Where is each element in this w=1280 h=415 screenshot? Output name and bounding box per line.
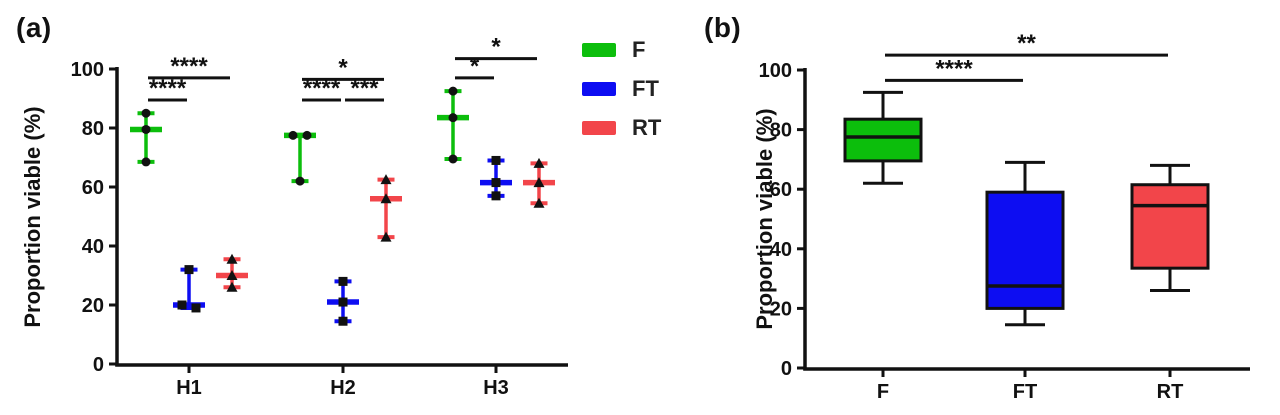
- panel-a-y-tick-label: 40: [82, 236, 104, 258]
- panel-b-category-label: FT: [1013, 381, 1037, 403]
- data-point-FT-H2: [338, 276, 348, 286]
- panel-b-y-tick-label: 60: [770, 179, 792, 201]
- data-point-F-H3: [448, 154, 458, 164]
- data-point-FT-H1: [184, 265, 194, 275]
- legend-item-ft: FT: [582, 76, 661, 101]
- panel-a-y-axis-title: Proportion viable (%): [20, 106, 45, 327]
- legend-item-rt: RT: [582, 115, 662, 140]
- panel-b-label: (b): [704, 12, 742, 43]
- box-RT: [1130, 183, 1210, 270]
- data-point-FT-H3: [491, 155, 501, 165]
- legend-label-rt: RT: [632, 115, 662, 140]
- box-F: [843, 117, 923, 163]
- data-point-RT-H3: [533, 197, 545, 208]
- panel-b-y-tick-label: 100: [759, 60, 792, 82]
- box-FT: [985, 190, 1065, 310]
- data-point-FT-H2: [338, 297, 348, 307]
- panel-a-y-tick-label: 0: [93, 354, 104, 376]
- panel-a-label: (a): [16, 12, 52, 43]
- panel-b-y-axis-title: Proportion viable (%): [752, 108, 777, 329]
- data-point-F-H3: [448, 113, 458, 123]
- significance-bar-H1-F-RT-label: ****: [170, 53, 208, 80]
- panel-b-y-tick-label: 40: [770, 239, 792, 261]
- legend-swatch-rt-icon: [582, 121, 616, 135]
- data-point-FT-H3: [491, 178, 501, 188]
- significance-bar-F-RT-label: **: [1017, 30, 1036, 57]
- data-point-F-H2: [288, 130, 298, 140]
- data-point-RT-H1: [226, 270, 238, 280]
- data-point-RT-H2: [380, 231, 392, 242]
- panel-b-y-tick-label: 80: [770, 120, 792, 142]
- legend-item-f: F: [582, 37, 661, 62]
- panel-a-category-label: H1: [176, 377, 202, 399]
- significance-bar-H1-F-FT-label: ****: [149, 75, 187, 102]
- data-point-RT-H3: [533, 157, 545, 168]
- data-point-RT-H3: [533, 177, 545, 188]
- panel-a-y-tick-label: 100: [71, 59, 104, 81]
- significance-bar-H3-F-RT-label: *: [491, 34, 501, 61]
- significance-bar-F-FT-label: ****: [935, 55, 973, 82]
- data-point-FT-H3: [491, 191, 501, 201]
- data-point-F-H1: [141, 124, 151, 134]
- panel-b-category-label: F: [877, 381, 889, 403]
- data-point-FT-H1: [177, 300, 187, 310]
- panel-a-category-label: H2: [330, 377, 356, 399]
- legend-label-f: F: [632, 37, 646, 62]
- data-point-F-H2: [295, 176, 305, 186]
- data-point-F-H1: [141, 157, 151, 167]
- panel-a-y-tick-label: 20: [82, 295, 104, 317]
- panel-a-y-tick-label: 60: [82, 177, 104, 199]
- data-point-FT-H1: [191, 303, 201, 313]
- significance-bar-H2-F-RT-label: *: [338, 54, 348, 81]
- legend: F FT RT: [582, 37, 662, 140]
- data-point-F-H3: [448, 86, 458, 96]
- panel-a-category-label: H3: [483, 377, 509, 399]
- data-point-FT-H2: [338, 316, 348, 326]
- significance-bar-H3-F-FT-label: *: [470, 53, 480, 80]
- panel-a-y-tick-label: 80: [82, 118, 104, 140]
- data-point-RT-H1: [226, 281, 238, 292]
- data-point-RT-H2: [380, 174, 392, 185]
- legend-swatch-ft-icon: [582, 82, 616, 96]
- data-point-F-H2: [302, 130, 312, 140]
- legend-swatch-f-icon: [582, 43, 616, 57]
- panel-b-y-tick-label: 20: [770, 298, 792, 320]
- data-point-RT-H2: [380, 193, 392, 204]
- legend-label-ft: FT: [632, 76, 659, 101]
- panel-b-category-label: RT: [1157, 381, 1184, 403]
- data-point-RT-H1: [226, 253, 238, 264]
- data-point-F-H1: [141, 108, 151, 118]
- panel-b-y-tick-label: 0: [781, 358, 792, 380]
